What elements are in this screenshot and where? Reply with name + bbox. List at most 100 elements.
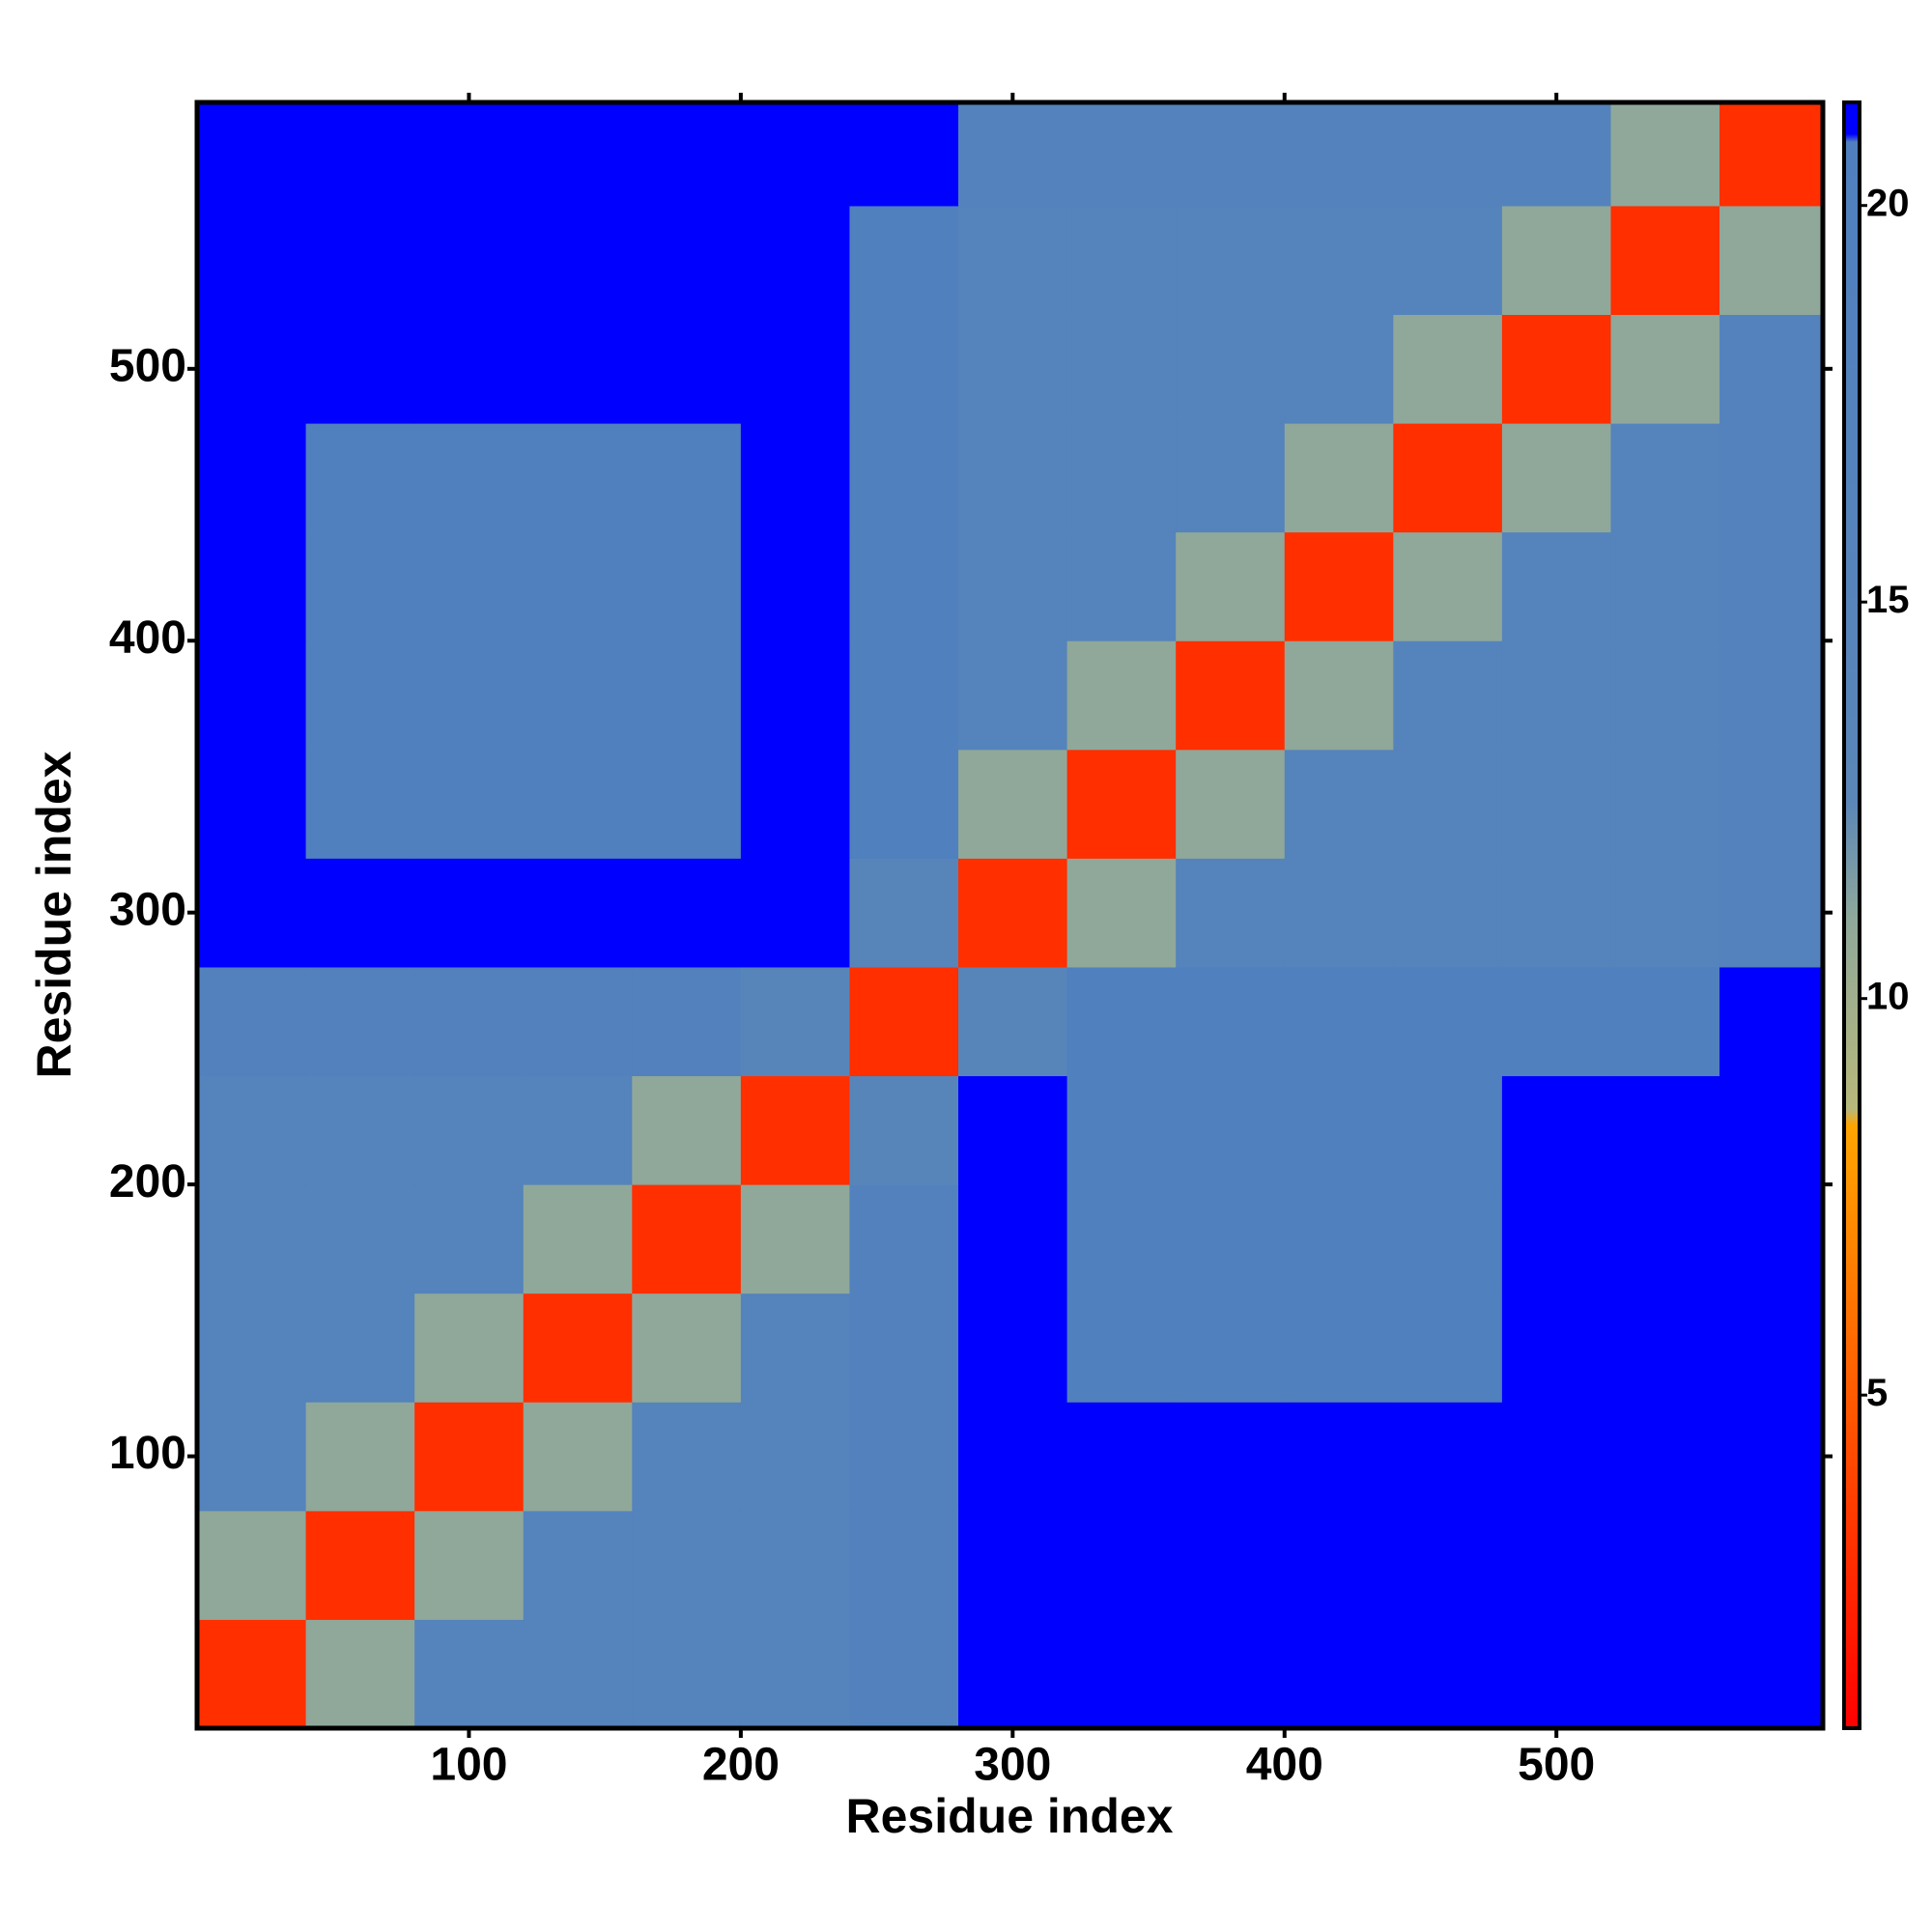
heatmap-cell [1066,531,1177,641]
heatmap-cell [740,205,850,316]
heatmap-cell [1284,858,1394,968]
heatmap-cell [1610,102,1720,207]
heatmap-cell [414,423,525,533]
colorbar-tick-label: 5 [1866,1372,1888,1414]
heatmap-cell [1501,858,1611,968]
heatmap-cell [1393,314,1503,424]
heatmap-cell [849,640,959,751]
heatmap-cell [1719,314,1824,424]
heatmap-cell [1066,858,1177,968]
heatmap-cell [523,858,633,968]
heatmap-cell [740,1510,850,1620]
heatmap-cell [197,423,307,533]
heatmap-cell [1284,966,1394,1077]
heatmap-cell [1066,314,1177,424]
heatmap-cell [1393,1402,1503,1512]
heatmap-cell [1066,1619,1177,1729]
heatmap-cell [1719,531,1824,641]
heatmap-cell [414,1075,525,1185]
heatmap-cell [1176,1293,1286,1403]
heatmap-cell [1284,531,1394,641]
plot-frame [194,99,1826,1731]
heatmap-cell [1284,1184,1394,1294]
heatmap-cell [632,1075,742,1185]
heatmap-cell [1284,1619,1394,1729]
heatmap-cell [1610,314,1720,424]
heatmap-cell [1284,423,1394,533]
heatmap-cell [740,102,850,207]
heatmap-cell [632,1510,742,1620]
heatmap-cell [632,1619,742,1729]
heatmap-cell [305,205,415,316]
x-tick-label: 100 [430,1740,507,1791]
heatmap-cell [197,531,307,641]
heatmap-cell [1501,1293,1611,1403]
heatmap-cell [849,1402,959,1512]
heatmap-cell [1393,1184,1503,1294]
heatmap-cell [197,640,307,751]
heatmap-cell [414,314,525,424]
heatmap-cell [305,102,415,207]
heatmap-cell [1501,1402,1611,1512]
heatmap-cell [414,531,525,641]
colorbar-tick-label: 15 [1866,579,1910,621]
heatmap-cell [1501,1184,1611,1294]
heatmap-cell [414,1510,525,1620]
heatmap-cell [197,1510,307,1620]
heatmap-cell [1501,1075,1611,1185]
heatmap-cell [1610,1293,1720,1403]
heatmap-cell [1393,749,1503,859]
heatmap-cell [1066,966,1177,1077]
heatmap-cell [958,1402,1068,1512]
heatmap-cell [849,102,959,207]
heatmap-cell [1066,1402,1177,1512]
x-tick-label: 200 [702,1740,780,1791]
heatmap-cell [414,749,525,859]
heatmap-cell [1501,966,1611,1077]
heatmap-cell [1284,640,1394,751]
heatmap-cell [1284,205,1394,316]
heatmap-cell [740,531,850,641]
heatmap-cell [1393,640,1503,751]
heatmap-cell [1176,314,1286,424]
heatmap-cell [1066,102,1177,207]
heatmap-cell [632,423,742,533]
heatmap-cell [740,1619,850,1729]
heatmap-cell [958,1619,1068,1729]
heatmap-cell [197,314,307,424]
heatmap-cell [740,749,850,859]
x-tick-label: 400 [1246,1740,1323,1791]
heatmap-cell [1719,640,1824,751]
heatmap-cell [1610,205,1720,316]
heatmap-cell [523,640,633,751]
colorbar [1842,100,1861,1730]
heatmap-cell [632,1402,742,1512]
heatmap-cell [1719,1293,1824,1403]
heatmap-cell [1719,1619,1824,1729]
heatmap-cell [523,531,633,641]
heatmap-cell [1393,1293,1503,1403]
heatmap-cell [1176,858,1286,968]
heatmap-cell [414,102,525,207]
heatmap-cell [849,314,959,424]
heatmap-cell [1719,102,1824,207]
y-tick-label: 400 [109,612,186,664]
heatmap-cell [1610,1619,1720,1729]
heatmap-cell [414,858,525,968]
heatmap-cell [849,1619,959,1729]
heatmap-cell [958,102,1068,207]
heatmap-cell [1393,1075,1503,1185]
heatmap-cell [1610,1510,1720,1620]
heatmap-cell [740,1293,850,1403]
heatmap-cell [849,1075,959,1185]
heatmap-cell [305,1619,415,1729]
heatmap-cell [305,1293,415,1403]
heatmap-cell [1719,205,1824,316]
heatmap-cell [1066,640,1177,751]
heatmap-cell [1501,640,1611,751]
x-tick-label: 500 [1518,1740,1595,1791]
heatmap-cell [1393,1619,1503,1729]
heatmap-cell [305,1184,415,1294]
y-tick-label: 300 [109,884,186,935]
heatmap-cell [632,531,742,641]
